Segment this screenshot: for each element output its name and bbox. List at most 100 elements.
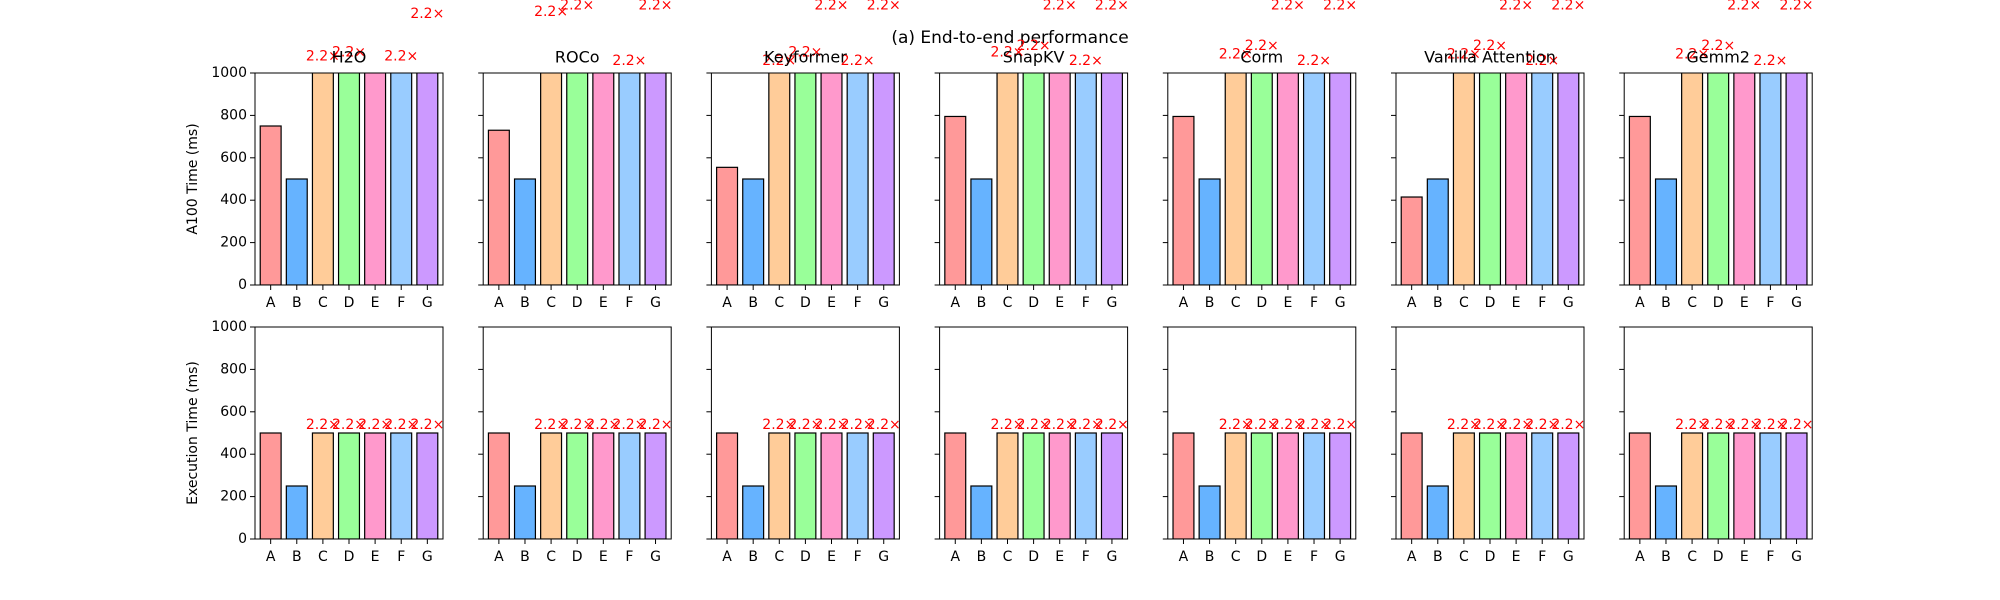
bar xyxy=(1250,73,1273,285)
x-tick-label: B xyxy=(1433,549,1443,565)
x-tick-label: D xyxy=(1028,295,1039,311)
x-tick-label: A xyxy=(950,549,960,565)
x-tick-label: D xyxy=(1256,549,1267,565)
x-tick-label: G xyxy=(1563,295,1574,311)
bar xyxy=(1100,432,1123,539)
x-tick-label: D xyxy=(800,549,811,565)
x-tick-label: G xyxy=(1107,549,1118,565)
annotation: 2.2× xyxy=(1219,46,1253,62)
x-tick-label: A xyxy=(266,295,276,311)
x-tick-label: E xyxy=(1512,549,1521,565)
axes-frame xyxy=(482,326,672,540)
annotation: 2.2× xyxy=(815,0,849,14)
x-tick-label: B xyxy=(1205,549,1215,565)
annotation: 2.2× xyxy=(867,417,901,433)
bar xyxy=(794,432,817,539)
plot-area xyxy=(944,73,1123,285)
annotation: 2.2× xyxy=(1780,0,1814,14)
bar xyxy=(1224,73,1247,285)
bar xyxy=(259,432,282,539)
x-tick-label: A xyxy=(1407,549,1417,565)
annotation: 2.2× xyxy=(1297,417,1331,433)
bar xyxy=(311,73,334,285)
y-tick-label: 0 xyxy=(238,531,247,547)
plot-area xyxy=(944,432,1123,539)
bar xyxy=(337,73,361,285)
bar xyxy=(970,485,993,539)
x-tick-label: E xyxy=(1283,295,1292,311)
annotation: 2.2× xyxy=(990,417,1024,433)
annotation: 2.2× xyxy=(1271,0,1305,14)
annotation: 2.2× xyxy=(586,417,620,433)
bar xyxy=(1452,73,1475,285)
axes-frame xyxy=(482,72,672,286)
x-tick-label: B xyxy=(520,549,530,565)
x-tick-label: D xyxy=(1713,549,1724,565)
bar xyxy=(1172,432,1195,539)
x-tick-label: D xyxy=(1485,549,1496,565)
annotation: 2.2× xyxy=(332,417,366,433)
bar xyxy=(794,73,817,285)
axes-frame xyxy=(1167,72,1357,286)
bar xyxy=(1557,432,1580,539)
bar xyxy=(1531,432,1554,539)
x-tick-label: G xyxy=(1563,549,1574,565)
x-tick-label: C xyxy=(1231,549,1241,565)
annotation: 2.2× xyxy=(534,4,568,20)
axes-frame xyxy=(1167,326,1357,540)
annotation: 2.2× xyxy=(815,417,849,433)
x-tick-label: A xyxy=(722,549,732,565)
bar xyxy=(416,432,439,539)
annotation: 2.2× xyxy=(762,417,796,433)
x-tick-label: B xyxy=(520,295,530,311)
bar xyxy=(1302,73,1326,285)
annotation: 2.2× xyxy=(1727,0,1761,14)
x-tick-label: F xyxy=(397,549,405,565)
annotation: 2.2× xyxy=(560,417,594,433)
bar xyxy=(1759,73,1782,285)
bar xyxy=(1707,73,1730,285)
bar xyxy=(1198,178,1221,285)
bar xyxy=(540,73,563,285)
bar xyxy=(1022,73,1045,285)
annotation: 2.2× xyxy=(1551,0,1585,14)
x-tick-label: A xyxy=(494,549,504,565)
subplot-title: Corm xyxy=(1240,48,1283,67)
x-tick-label: F xyxy=(1538,549,1546,565)
annotation: 2.2× xyxy=(560,0,594,14)
x-tick-label: G xyxy=(1107,295,1118,311)
axes-frame xyxy=(1623,326,1813,540)
x-tick-label: D xyxy=(1485,295,1496,311)
annotation: 2.2× xyxy=(1095,0,1129,14)
y-tick-label: 200 xyxy=(220,235,247,251)
y-tick-label: 600 xyxy=(220,404,247,420)
x-tick-label: A xyxy=(722,295,732,311)
annotation: 2.2× xyxy=(841,417,875,433)
x-tick-label: D xyxy=(344,549,355,565)
bar xyxy=(872,432,895,539)
bar xyxy=(1733,432,1756,539)
annotation: 2.2× xyxy=(384,417,418,433)
bar xyxy=(1074,73,1097,285)
bar xyxy=(259,125,282,285)
x-tick-label: G xyxy=(650,549,661,565)
x-tick-label: C xyxy=(774,295,784,311)
annotation: 2.2× xyxy=(1499,0,1533,14)
x-tick-label: B xyxy=(1661,295,1671,311)
annotation: 2.2× xyxy=(1551,417,1585,433)
bar xyxy=(1628,432,1651,539)
bar xyxy=(1531,73,1554,285)
annotation: 2.2× xyxy=(534,417,568,433)
x-tick-label: F xyxy=(1766,549,1774,565)
x-tick-label: F xyxy=(1310,549,1318,565)
annotation: 2.2× xyxy=(1219,417,1253,433)
annotation: 2.2× xyxy=(1525,53,1559,69)
x-tick-label: C xyxy=(1459,295,1469,311)
annotation: 2.2× xyxy=(1780,417,1814,433)
y-tick-label: 800 xyxy=(220,107,247,123)
x-tick-label: F xyxy=(625,549,633,565)
x-tick-label: F xyxy=(1310,295,1318,311)
bar xyxy=(768,432,791,539)
bar xyxy=(1198,485,1221,539)
bar xyxy=(592,432,615,539)
